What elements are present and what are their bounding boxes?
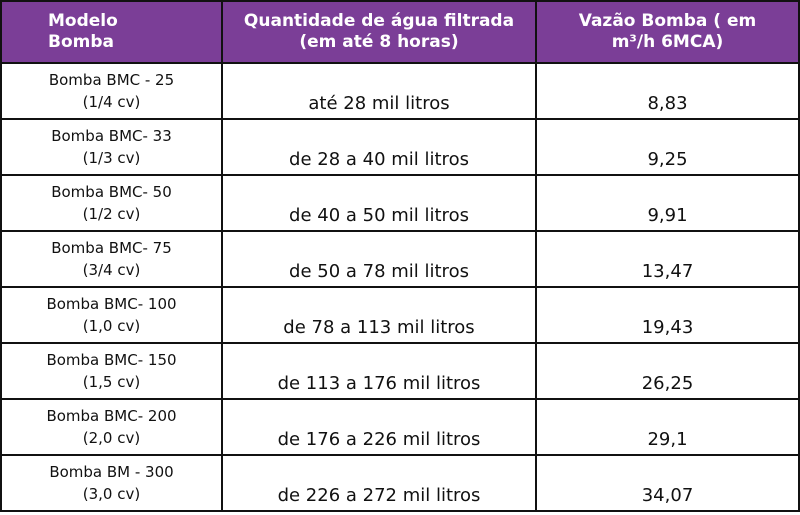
model-text: Bomba BMC- 100 [46,295,177,313]
quantity-text: de 113 a 176 mil litros [277,373,481,394]
model-text: (1/2 cv) [82,205,141,223]
model-text: Bomba BMC- 33 [51,127,172,145]
model-cell: Bomba BMC- 100 (1,0 cv) [2,288,221,342]
header-text: Bomba [48,32,114,52]
model-text: Bomba BM - 300 [49,463,174,481]
quantity-cell: de 113 a 176 mil litros [223,344,535,398]
flow-text: 9,91 [647,205,688,226]
model-text: (3,0 cv) [82,485,141,503]
model-cell: Bomba BM - 300 (3,0 cv) [2,456,221,510]
flow-text: 26,25 [641,373,694,394]
model-text: Bomba BMC- 75 [51,239,172,257]
model-cell: Bomba BMC- 75 (3/4 cv) [2,232,221,286]
quantity-cell: de 50 a 78 mil litros [223,232,535,286]
flow-cell: 26,25 [537,344,798,398]
flow-cell: 8,83 [537,64,798,118]
model-text: Bomba BMC - 25 [48,71,175,89]
quantity-cell: de 176 a 226 mil litros [223,400,535,454]
header-text: m³/h 6MCA) [611,32,724,52]
model-text: (1/3 cv) [82,149,141,167]
quantity-cell: de 226 a 272 mil litros [223,456,535,510]
flow-text: 8,83 [647,93,688,114]
flow-cell: 19,43 [537,288,798,342]
quantity-cell: de 78 a 113 mil litros [223,288,535,342]
quantity-text: de 40 a 50 mil litros [289,205,469,226]
flow-text: 9,25 [647,149,688,170]
flow-text: 19,43 [641,317,694,338]
model-cell: Bomba BMC- 150 (1,5 cv) [2,344,221,398]
flow-cell: 29,1 [537,400,798,454]
model-text: (3/4 cv) [82,261,141,279]
quantity-text: de 28 a 40 mil litros [289,149,469,170]
model-text: (1/4 cv) [82,93,141,111]
model-text: Bomba BMC- 50 [51,183,172,201]
header-text: Quantidade de água filtrada [243,11,515,31]
header-cell: Modelo Bomba [2,2,221,62]
quantity-text: até 28 mil litros [308,93,450,114]
model-text: Bomba BMC- 200 [46,407,177,425]
quantity-cell: de 28 a 40 mil litros [223,120,535,174]
model-cell: Bomba BMC- 33 (1/3 cv) [2,120,221,174]
header-text: Vazão Bomba ( em [578,11,757,31]
quantity-text: de 176 a 226 mil litros [277,429,481,450]
model-text: (2,0 cv) [82,429,141,447]
model-text: (1,0 cv) [82,317,141,335]
header-cell: Vazão Bomba ( em m³/h 6MCA) [537,2,798,62]
header-text: Modelo [48,11,118,31]
model-cell: Bomba BMC- 200 (2,0 cv) [2,400,221,454]
quantity-cell: até 28 mil litros [223,64,535,118]
header-cell: Quantidade de água filtrada (em até 8 hor… [223,2,535,62]
flow-cell: 13,47 [537,232,798,286]
model-cell: Bomba BMC - 25 (1/4 cv) [2,64,221,118]
model-text: Bomba BMC- 150 [46,351,177,369]
header-text: (em até 8 horas) [299,32,459,52]
flow-cell: 9,25 [537,120,798,174]
flow-text: 13,47 [641,261,694,282]
quantity-cell: de 40 a 50 mil litros [223,176,535,230]
flow-cell: 9,91 [537,176,798,230]
flow-cell: 34,07 [537,456,798,510]
flow-text: 29,1 [647,429,688,450]
quantity-text: de 78 a 113 mil litros [283,317,475,338]
flow-text: 34,07 [641,485,694,506]
quantity-text: de 226 a 272 mil litros [277,485,481,506]
quantity-text: de 50 a 78 mil litros [289,261,469,282]
model-text: (1,5 cv) [82,373,141,391]
model-cell: Bomba BMC- 50 (1/2 cv) [2,176,221,230]
